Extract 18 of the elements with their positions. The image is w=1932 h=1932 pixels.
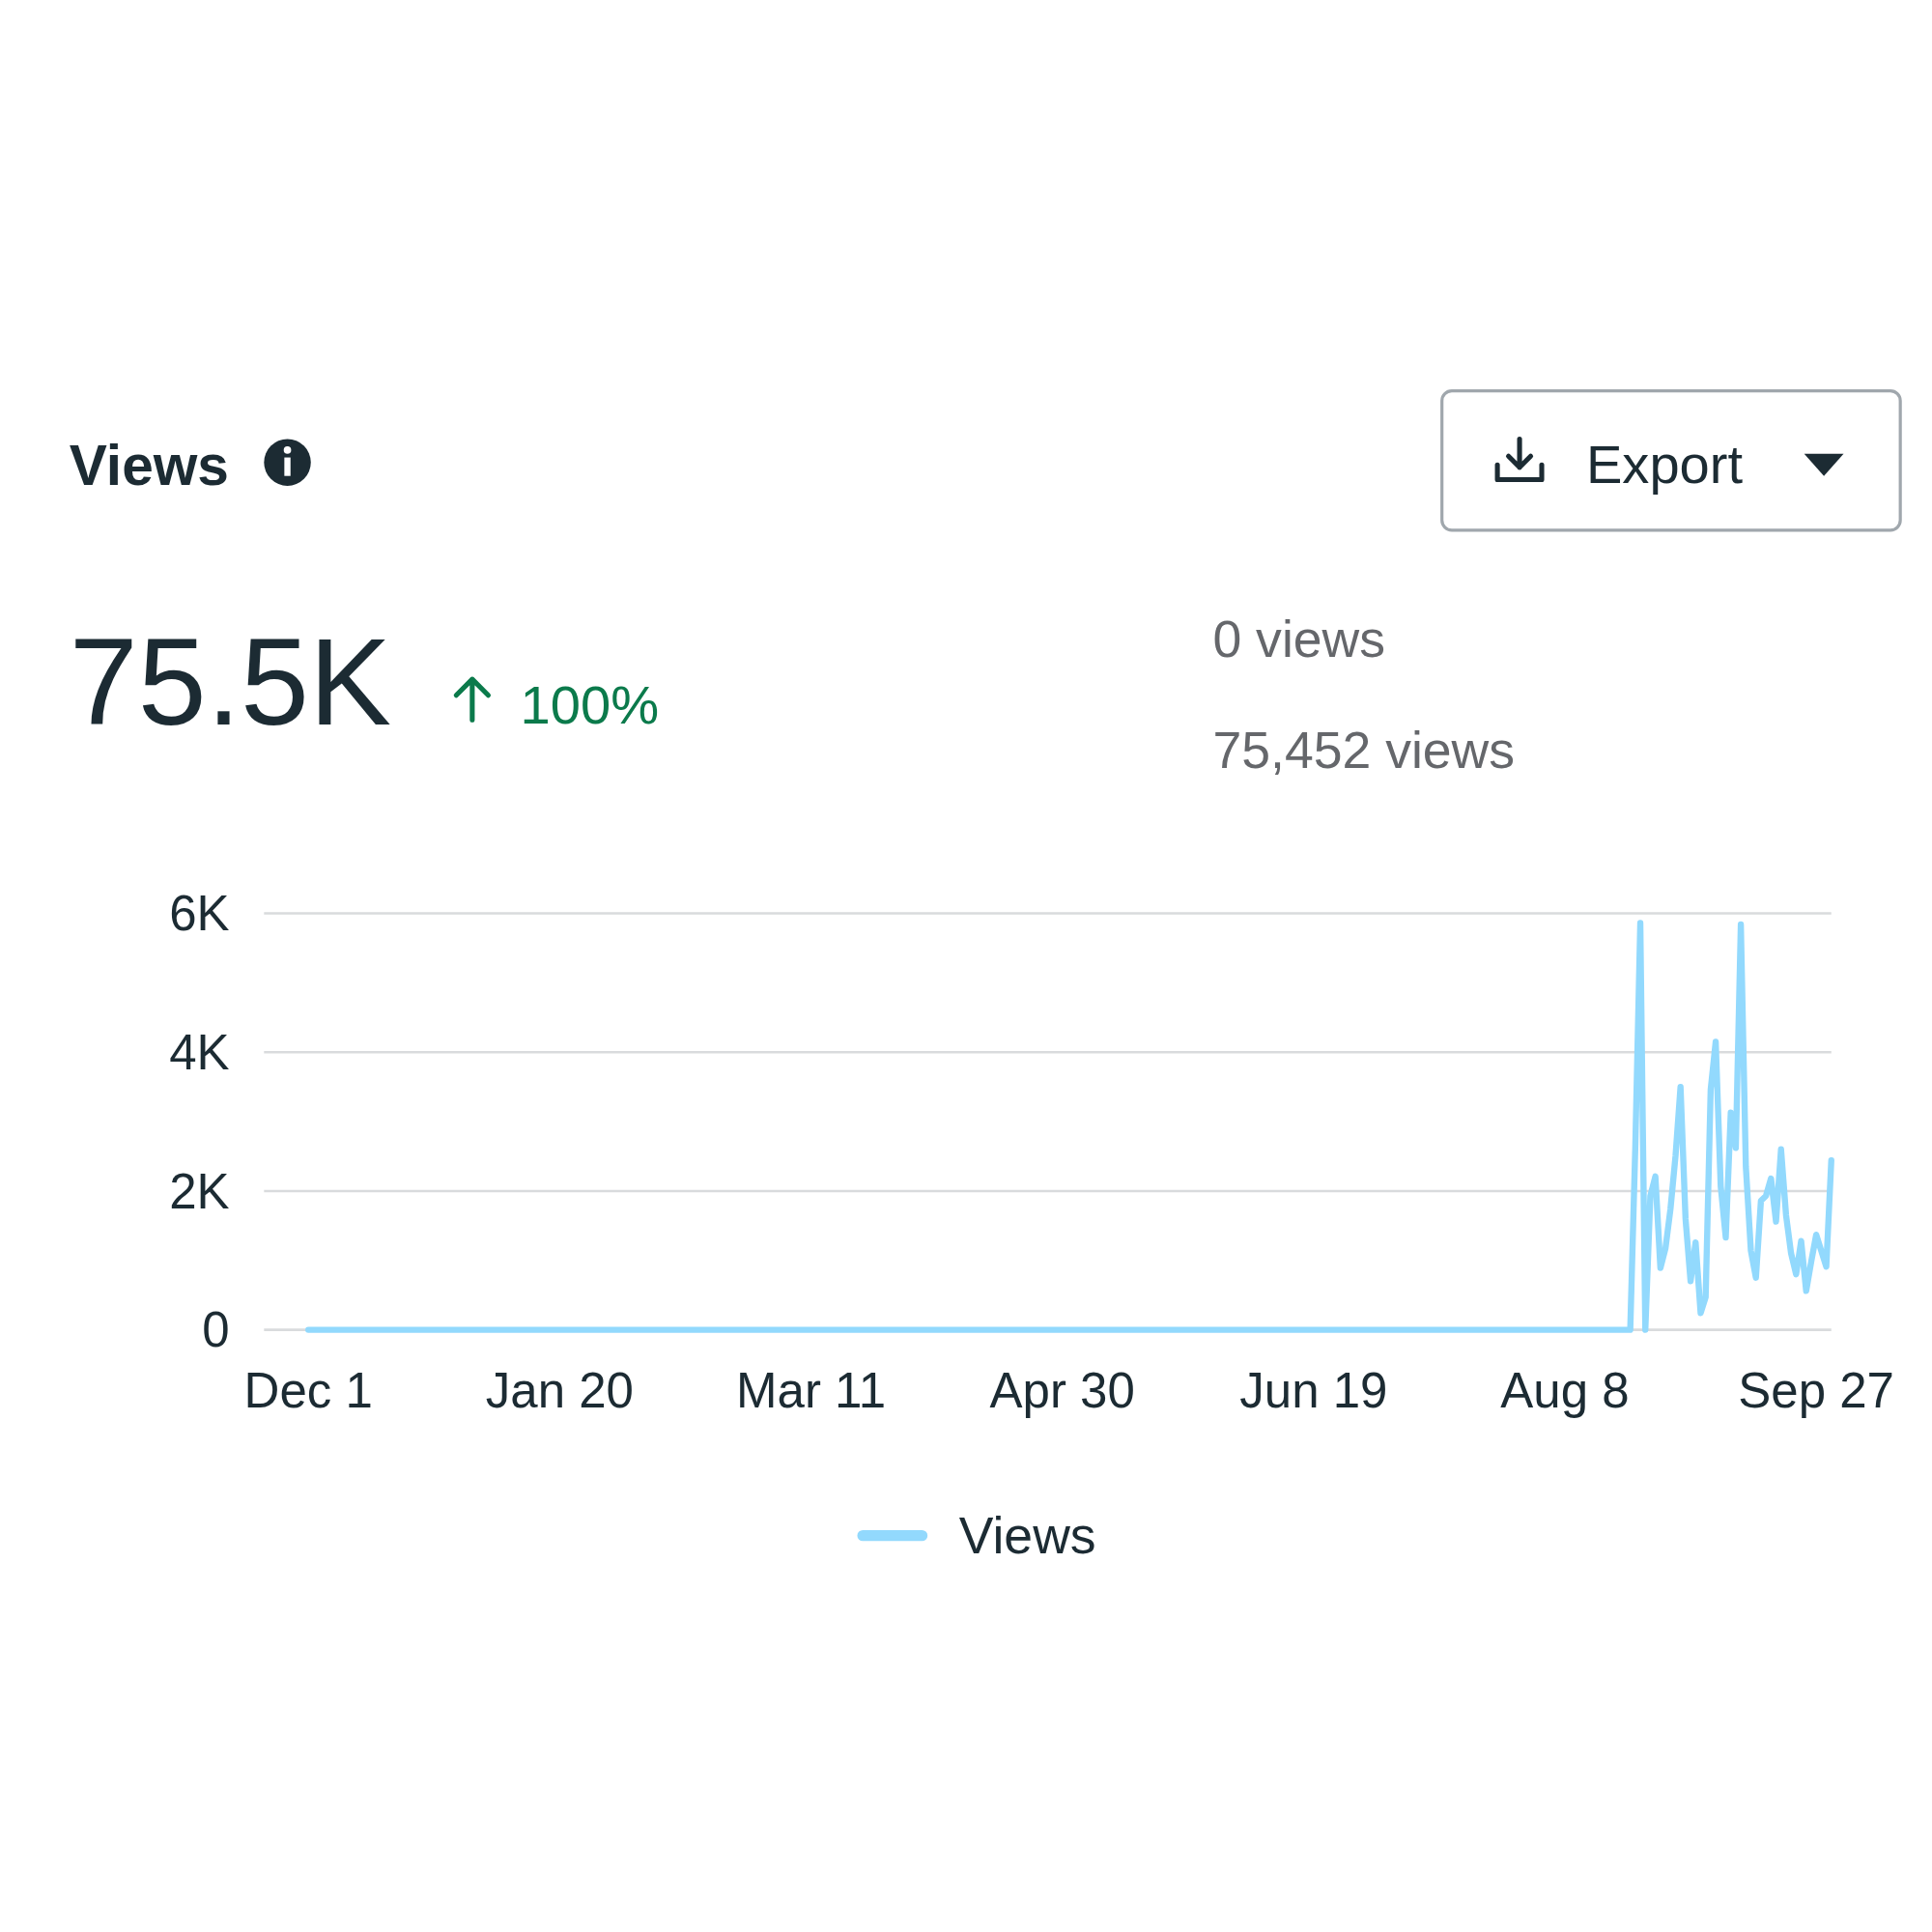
- y-tick-label: 2K: [169, 1163, 230, 1219]
- y-tick-label: 4K: [169, 1025, 230, 1081]
- x-tick-label: Jan 20: [485, 1362, 634, 1418]
- x-tick-label: Aug 8: [1500, 1362, 1630, 1418]
- text: Export: [1585, 434, 1744, 496]
- text: 0 views: [1212, 611, 1386, 668]
- x-tick-label: Mar 11: [736, 1362, 887, 1418]
- x-tick-label: Apr 30: [989, 1362, 1135, 1418]
- x-tick-label: Dec 1: [243, 1362, 373, 1418]
- chart-title: Views: [69, 433, 230, 497]
- x-tick-label: Jun 19: [1239, 1362, 1388, 1418]
- text: 75,452 views: [1212, 721, 1516, 779]
- legend-label: Views: [958, 1507, 1096, 1565]
- text: 75.5K: [69, 613, 392, 752]
- text: 100%: [520, 674, 660, 736]
- y-tick-label: 6K: [169, 886, 230, 942]
- x-tick-label: Sep 27: [1738, 1362, 1894, 1418]
- y-tick-label: 0: [202, 1302, 230, 1358]
